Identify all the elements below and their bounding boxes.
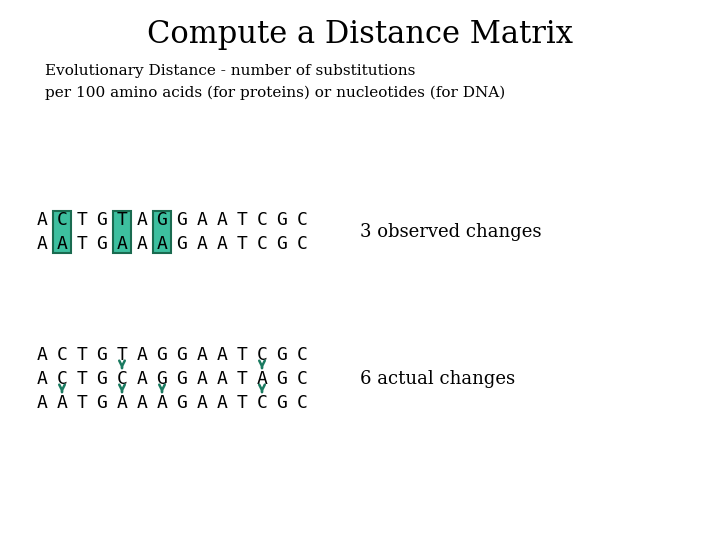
Text: A: A (137, 211, 148, 229)
Text: G: G (276, 211, 287, 229)
Text: G: G (176, 370, 187, 388)
Text: A: A (156, 235, 168, 253)
Text: A: A (37, 394, 48, 412)
Text: A: A (137, 370, 148, 388)
Text: G: G (176, 394, 187, 412)
Text: A: A (217, 394, 228, 412)
Bar (153, 211, 171, 253)
Text: A: A (117, 235, 127, 253)
Text: 3 observed changes: 3 observed changes (360, 223, 541, 241)
Text: A: A (37, 370, 48, 388)
Text: C: C (117, 370, 127, 388)
Text: A: A (57, 394, 68, 412)
Text: G: G (276, 235, 287, 253)
Text: A: A (217, 235, 228, 253)
Text: A: A (197, 211, 207, 229)
Text: A: A (197, 346, 207, 364)
Text: G: G (156, 211, 168, 229)
Text: A: A (37, 235, 48, 253)
Text: Evolutionary Distance - number of substitutions
per 100 amino acids (for protein: Evolutionary Distance - number of substi… (45, 64, 505, 99)
Text: A: A (197, 370, 207, 388)
Text: G: G (276, 394, 287, 412)
Text: A: A (57, 235, 68, 253)
Text: T: T (76, 235, 87, 253)
Text: T: T (76, 346, 87, 364)
Text: T: T (117, 211, 127, 229)
Text: T: T (237, 370, 248, 388)
Text: C: C (57, 370, 68, 388)
Text: T: T (237, 346, 248, 364)
Text: G: G (96, 394, 107, 412)
Text: T: T (237, 211, 248, 229)
Text: G: G (156, 370, 168, 388)
Text: C: C (256, 346, 267, 364)
Text: Compute a Distance Matrix: Compute a Distance Matrix (147, 19, 573, 51)
Text: G: G (156, 346, 168, 364)
Text: A: A (37, 211, 48, 229)
Text: G: G (176, 346, 187, 364)
Bar (53, 211, 71, 253)
Text: A: A (137, 346, 148, 364)
Text: C: C (57, 346, 68, 364)
Text: T: T (237, 394, 248, 412)
Text: C: C (297, 235, 307, 253)
Text: G: G (96, 235, 107, 253)
Text: G: G (96, 370, 107, 388)
Text: C: C (297, 394, 307, 412)
Text: A: A (256, 370, 267, 388)
Bar (113, 211, 131, 253)
Text: A: A (197, 235, 207, 253)
Text: A: A (217, 370, 228, 388)
Text: G: G (276, 370, 287, 388)
Text: G: G (176, 235, 187, 253)
Text: C: C (256, 211, 267, 229)
Text: T: T (76, 370, 87, 388)
Text: G: G (276, 346, 287, 364)
Text: A: A (37, 346, 48, 364)
Text: 6 actual changes: 6 actual changes (360, 370, 515, 388)
Text: C: C (297, 211, 307, 229)
Text: A: A (217, 346, 228, 364)
Text: T: T (237, 235, 248, 253)
Text: T: T (117, 346, 127, 364)
Text: A: A (156, 394, 168, 412)
Text: A: A (217, 211, 228, 229)
Text: G: G (176, 211, 187, 229)
Text: T: T (76, 394, 87, 412)
Text: C: C (297, 370, 307, 388)
Text: A: A (137, 394, 148, 412)
Text: A: A (197, 394, 207, 412)
Text: C: C (256, 235, 267, 253)
Text: C: C (57, 211, 68, 229)
Text: C: C (256, 394, 267, 412)
Text: T: T (76, 211, 87, 229)
Text: G: G (96, 211, 107, 229)
Text: G: G (96, 346, 107, 364)
Text: C: C (297, 346, 307, 364)
Text: A: A (137, 235, 148, 253)
Text: A: A (117, 394, 127, 412)
